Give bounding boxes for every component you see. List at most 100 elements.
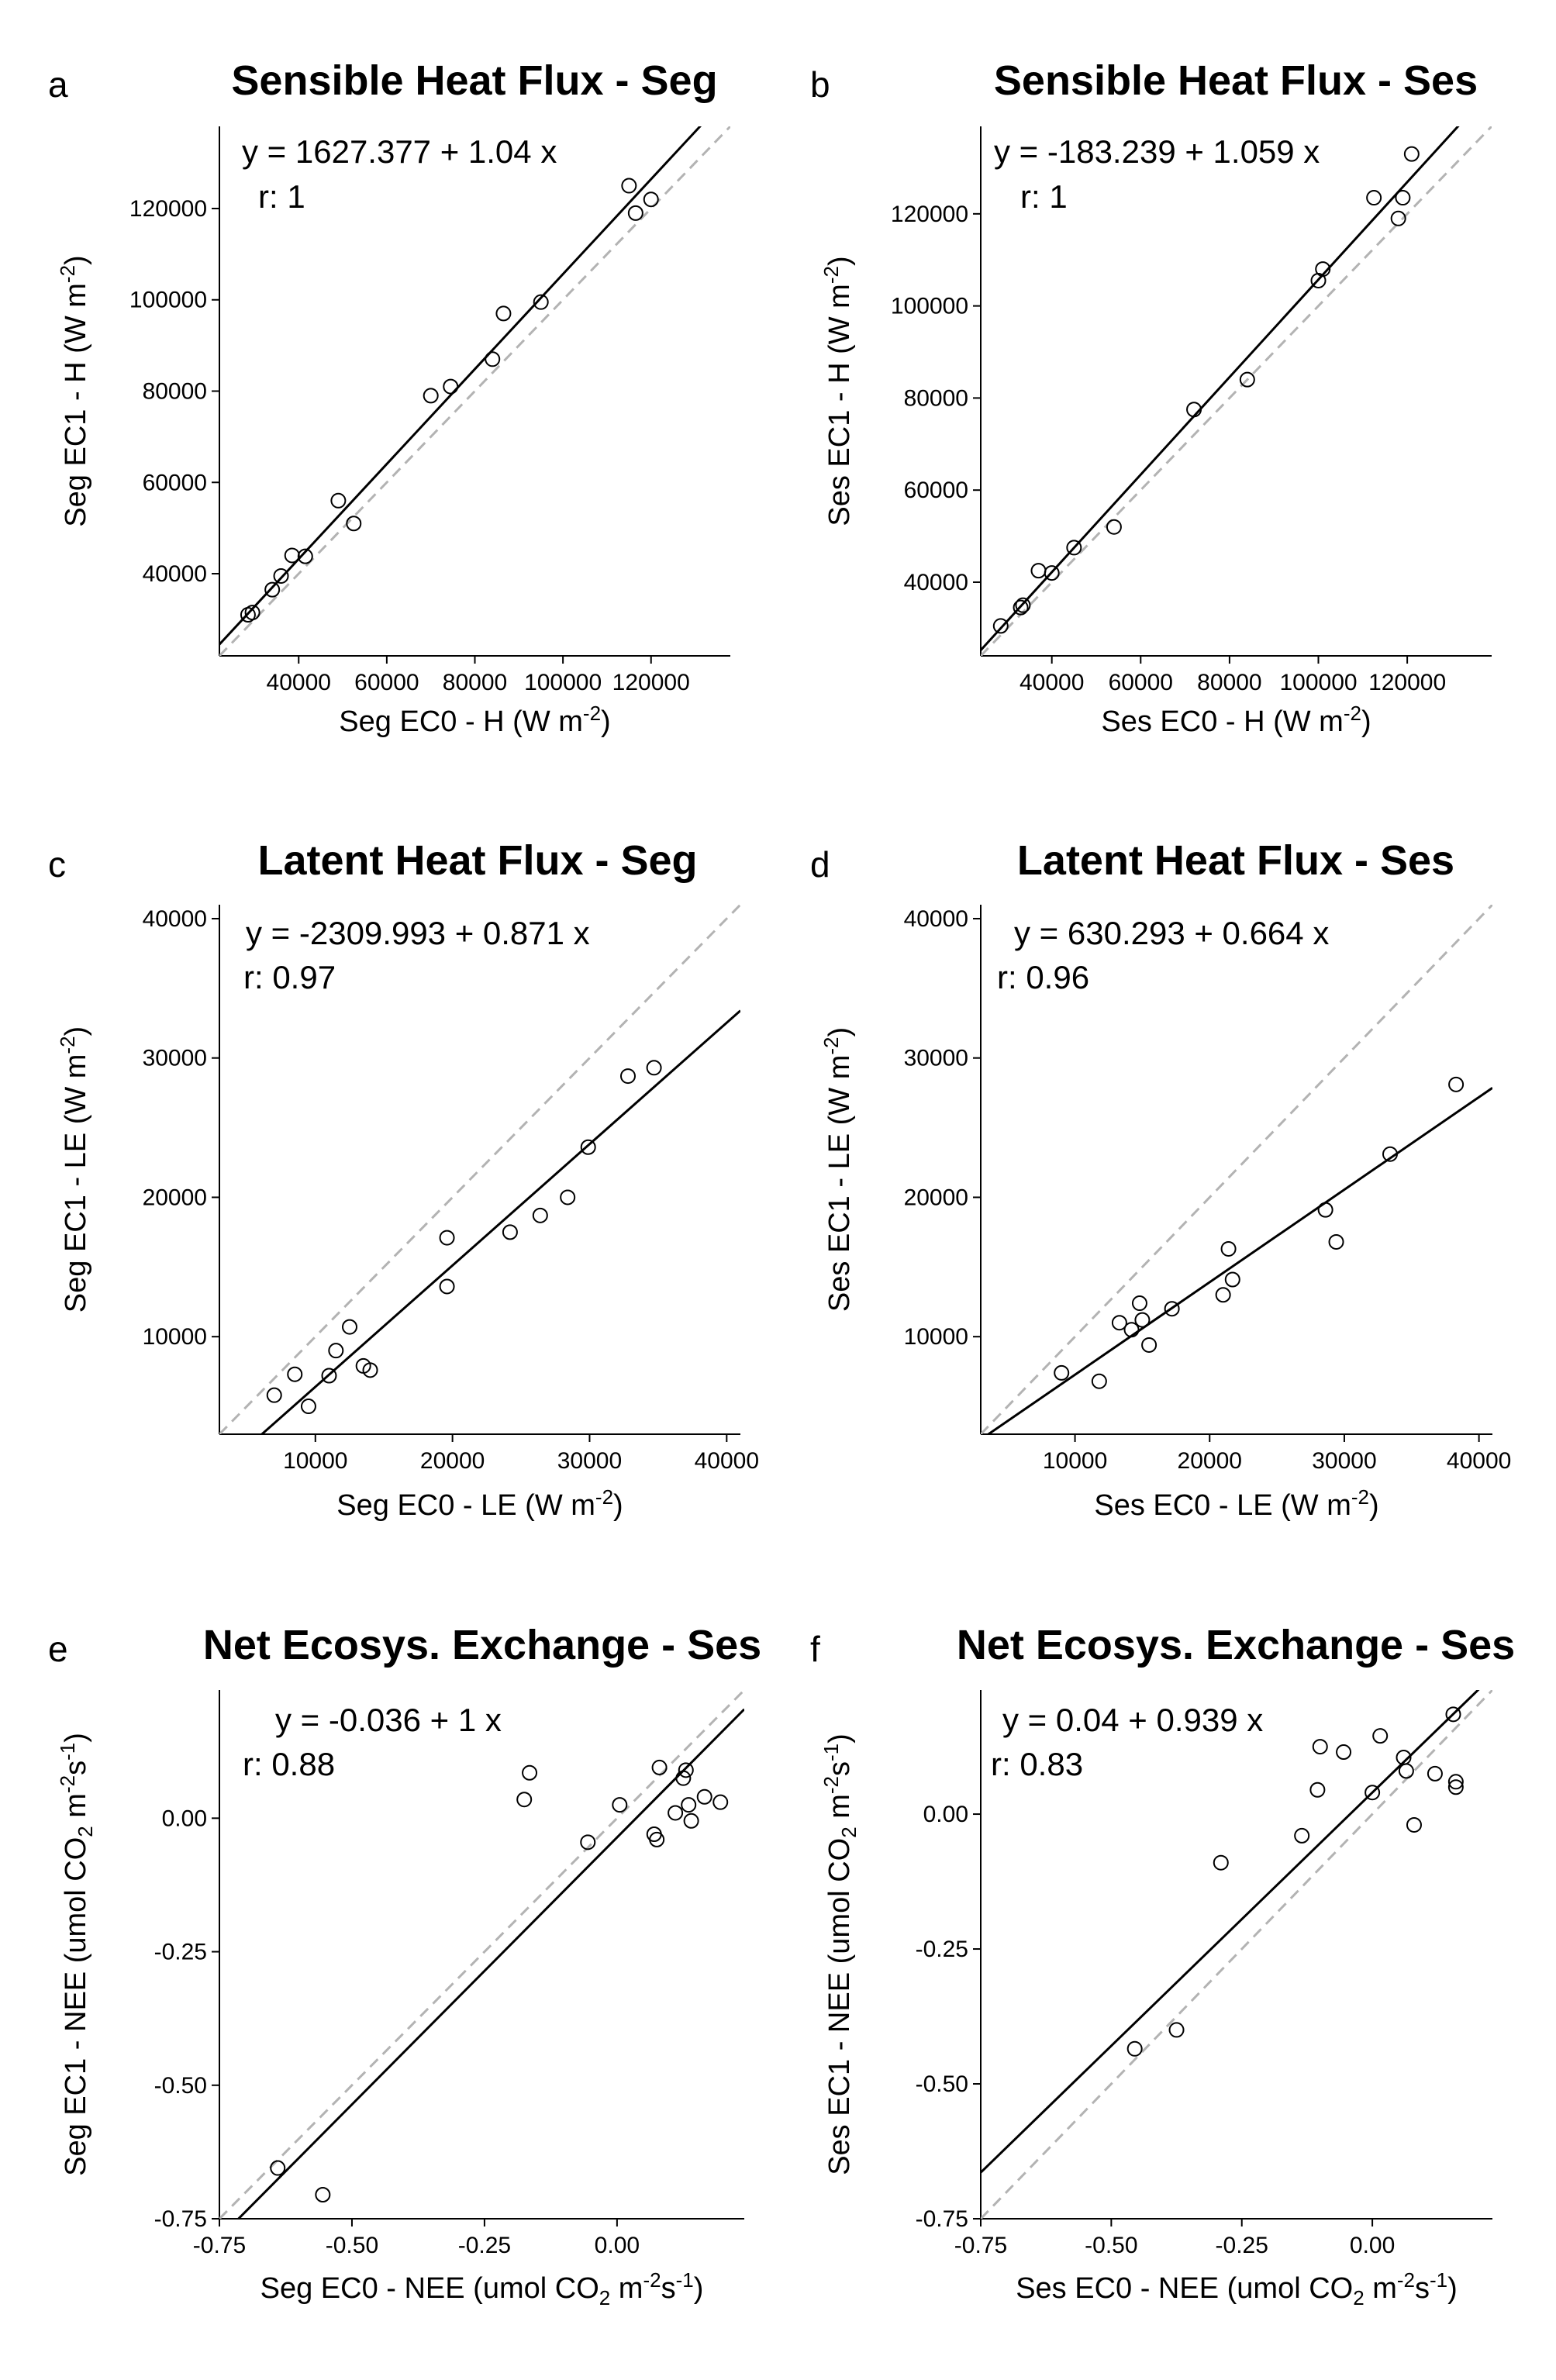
plot-area [981,905,1492,1434]
data-point [273,567,289,584]
data-point [649,1831,665,1847]
label-part-sub: 2 [837,1826,861,1837]
label-part-main: Seg EC1 - NEE (umol CO [60,1837,92,2176]
data-point [712,1794,729,1810]
plot-area [219,905,740,1434]
regression-line [986,1087,1492,1434]
panel-letter: e [48,1629,68,1669]
data-point [627,205,643,221]
label-part-sup: -2 [1351,1485,1369,1509]
data-point [1372,1728,1389,1744]
data-point [678,1762,694,1778]
chart-panel-c: c Latent Heat Flux - Seg 10000 20000 30000 40… [48,837,759,1522]
identity-line [219,126,730,656]
x-tick-label: -0.75 [954,2233,1007,2258]
plot-area [981,126,1492,656]
label-part-sub: 2 [74,1826,97,1837]
chart-panel-f: f Net Ecosys. Exchange - Ses -0.75 -0.50 -0.… [810,1622,1515,2309]
data-point [580,1834,596,1851]
data-point [495,305,512,322]
plot-area [219,126,730,656]
label-part-main: Seg EC0 - NEE (umol CO [260,2272,599,2305]
label-part-main: Ses EC1 - LE (W m [823,1055,856,1312]
x-tick-label: 0.00 [1350,2233,1395,2258]
y-tick-label: 40000 [143,906,207,932]
data-point [612,1797,628,1813]
y-tick-label: 10000 [143,1324,207,1350]
label-part-end: ) [1361,705,1371,738]
data-point [1447,1779,1464,1795]
data-point [264,581,281,598]
data-point [328,1343,344,1359]
correlation-label: r: 1 [258,178,305,215]
data-point [668,1805,684,1821]
data-point [1239,371,1255,388]
data-point [516,1792,533,1808]
regression-line [236,1708,744,2219]
label-part-main: Seg EC0 - LE (W m [336,1489,595,1522]
data-point [1066,540,1082,556]
data-point [1406,1816,1422,1833]
data-point [1220,1240,1237,1257]
label-part-sup: -2 [1344,702,1361,725]
label-part-end: ) [823,1733,856,1744]
x-tick-label: 100000 [524,670,602,695]
y-tick-label: 30000 [143,1046,207,1071]
data-point [1091,1373,1107,1389]
data-point [560,1189,576,1206]
x-axis-label: Seg EC0 - NEE (umol CO2 m-2s-1) [260,2268,704,2309]
x-tick-label: 40000 [1447,1448,1511,1474]
correlation-label: r: 1 [1020,178,1068,215]
label-part-sup: -2 [56,1036,79,1054]
data-point [1317,1202,1333,1218]
y-tick-label: 120000 [891,202,968,227]
data-point [522,1764,538,1781]
data-point [502,1224,518,1240]
data-point [330,492,347,509]
x-tick-label: 30000 [1312,1448,1376,1474]
label-part-mid: m [610,2272,643,2305]
x-axis-label: Seg EC0 - LE (W m-2) [336,1485,623,1522]
y-tick-label: -0.50 [154,2073,207,2099]
data-point [270,2160,286,2176]
y-tick-label: 40000 [904,906,968,932]
data-point [1213,1854,1229,1871]
label-part-sup2: -1 [56,1743,79,1761]
x-tick-label: 100000 [1279,670,1357,695]
data-point [643,191,659,208]
x-tick-label: -0.25 [1216,2233,1268,2258]
label-part-mid2: s [60,1761,92,1775]
data-point [1294,1827,1310,1844]
data-point [621,178,637,194]
label-part-main: Ses EC1 - H (W m [823,284,856,526]
data-point [619,1068,636,1085]
y-axis-label: Ses EC1 - LE (W m-2) [819,1027,856,1312]
data-point [1111,1315,1127,1331]
data-point [1215,1287,1231,1303]
label-part-sup: -2 [819,1037,843,1055]
identity-line [981,126,1492,656]
identity-line [981,905,1492,1434]
data-point [1427,1765,1443,1782]
regression-line [219,126,702,646]
data-point [1126,2040,1143,2057]
label-part-main: Ses EC1 - NEE (umol CO [823,1838,856,2175]
x-axis-label: Ses EC0 - H (W m-2) [1101,702,1371,738]
data-point [1448,1076,1465,1092]
label-part-mid2: s [823,1761,856,1776]
regression-equation: y = -183.239 + 1.059 x [994,133,1320,170]
label-part-mid: m [1365,2272,1397,2305]
label-part-main: Seg EC0 - H (W m [339,705,583,738]
data-point [683,1813,699,1829]
data-point [315,2187,331,2202]
x-tick-label: 60000 [354,670,419,695]
y-tick-label: -0.75 [916,2206,968,2232]
y-tick-label: 0.00 [162,1806,207,1831]
x-tick-label: 20000 [420,1448,485,1474]
label-part-mid2: s [1415,2272,1430,2305]
y-tick-label: 20000 [143,1185,207,1210]
correlation-label: r: 0.83 [991,1746,1083,1782]
data-point [485,351,501,367]
chart-panel-a: a Sensible Heat Flux - Seg 40000 60000 80000… [48,57,730,738]
x-tick-label: 120000 [612,670,690,695]
